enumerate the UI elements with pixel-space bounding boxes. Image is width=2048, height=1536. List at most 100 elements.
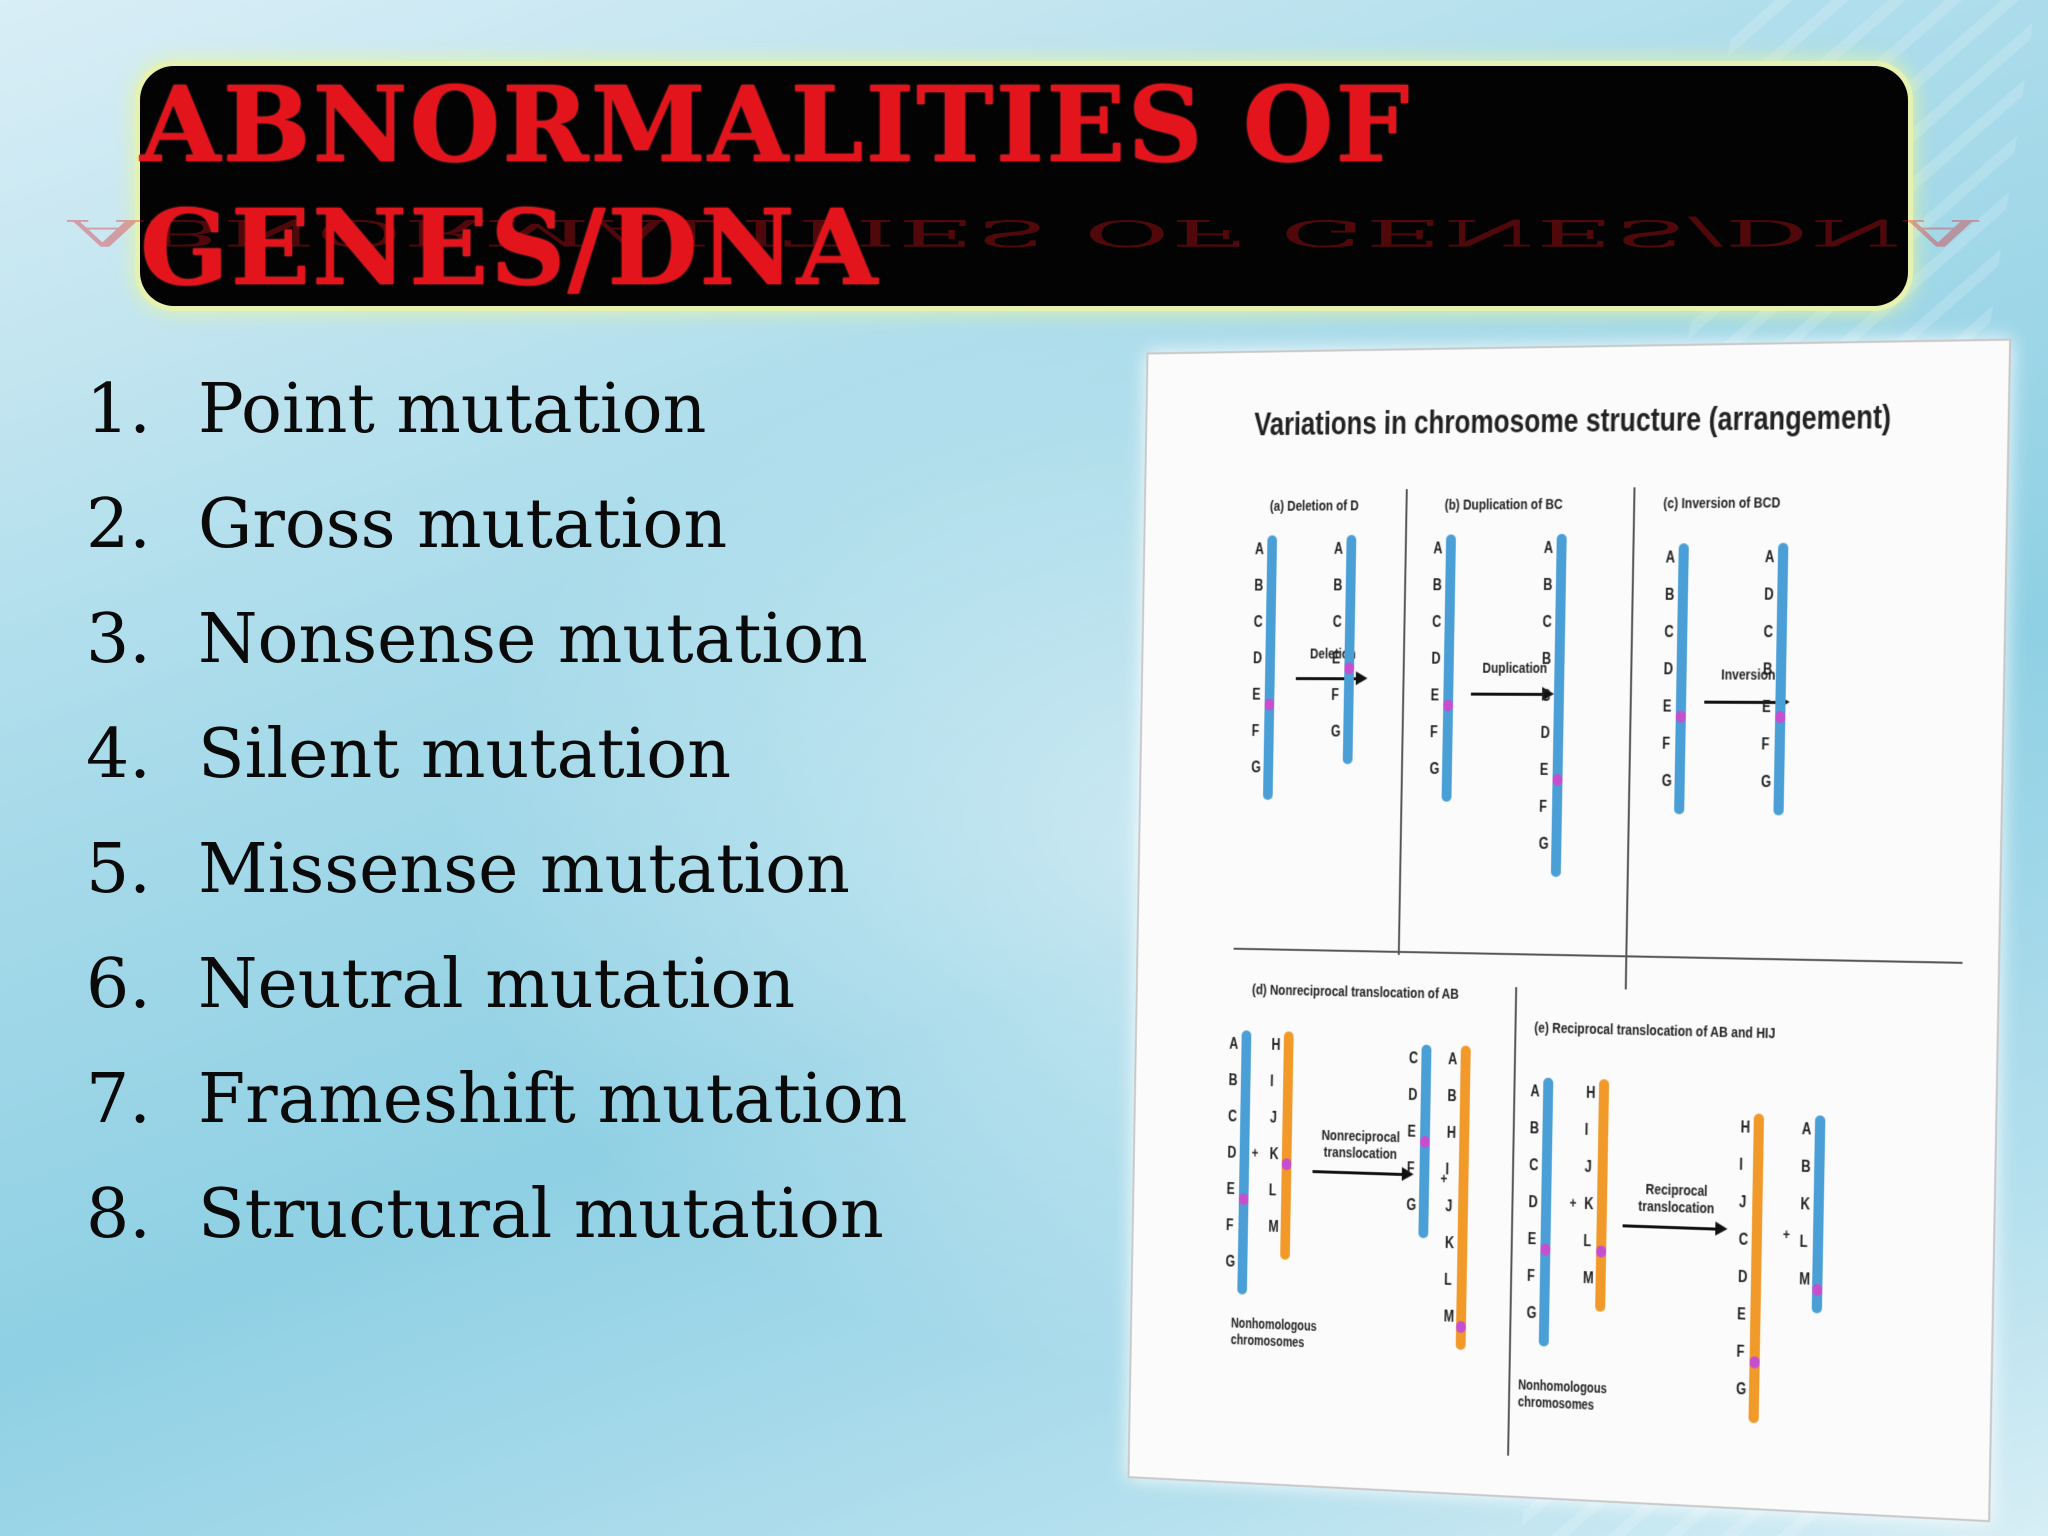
nonhomologous-note-d: Nonhomologous chromosomes — [1230, 1314, 1317, 1351]
figure-title: Variations in chromosome structure (arra… — [1253, 397, 1892, 444]
plus-sign: + — [1251, 1144, 1259, 1162]
gene-label: B — [1800, 1158, 1811, 1177]
gene-label: I — [1445, 1161, 1450, 1179]
mutation-list: 1. Point mutation 2. Gross mutation 3. Nons… — [86, 352, 907, 1272]
panel-divider — [1507, 987, 1518, 1456]
gene-label: C — [1253, 614, 1263, 631]
gene-label: E — [1407, 1123, 1417, 1141]
centromere — [1552, 773, 1563, 787]
gene-label: A — [1530, 1083, 1540, 1101]
gene-label: B — [1541, 650, 1552, 668]
gene-label: D — [1227, 1144, 1237, 1162]
gene-label: H — [1446, 1124, 1457, 1142]
panel-c-label: (c) Inversion of BCD — [1663, 494, 1781, 513]
list-item-label: Frameshift mutation — [198, 1060, 908, 1139]
gene-label: G — [1538, 835, 1549, 853]
gene-label: B — [1762, 661, 1773, 679]
arrow-icon — [1622, 1224, 1724, 1231]
list-item: 6. Neutral mutation — [86, 927, 907, 1042]
gene-label: A — [1254, 541, 1264, 559]
chromosome — [1748, 1113, 1765, 1424]
gene-label: F — [1225, 1217, 1234, 1235]
gene-label: C — [1408, 1050, 1419, 1068]
list-item-label: Gross mutation — [198, 485, 728, 564]
gene-label: G — [1760, 773, 1772, 792]
gene-label: F — [1538, 798, 1548, 816]
gene-label: D — [1764, 586, 1774, 604]
arrow-icon — [1470, 692, 1551, 696]
gene-label: F — [1331, 687, 1339, 704]
gene-label: E — [1527, 1230, 1537, 1249]
gene-label: H — [1271, 1036, 1281, 1054]
list-item: 1. Point mutation — [86, 352, 907, 467]
gene-label: E — [1761, 698, 1771, 717]
centromere — [1775, 711, 1786, 724]
slide-title: ABNORMALITIES OF GENES/DNA — [140, 63, 1412, 309]
gene-label: C — [1541, 687, 1551, 705]
gene-label: K — [1269, 1146, 1279, 1164]
panel-divider — [1233, 947, 1963, 964]
centromere — [1455, 1320, 1467, 1334]
gene-label: L — [1268, 1182, 1277, 1200]
gene-label: D — [1540, 724, 1550, 742]
gene-label: G — [1661, 772, 1672, 791]
gene-label: A — [1543, 539, 1554, 557]
gene-label: L — [1799, 1233, 1808, 1252]
gene-label: E — [1226, 1181, 1235, 1198]
chromosome — [1811, 1115, 1826, 1314]
gene-label: I — [1269, 1073, 1274, 1091]
gene-label: D — [1737, 1268, 1748, 1287]
centromere — [1675, 710, 1686, 723]
gene-label: J — [1584, 1158, 1592, 1177]
gene-label: B — [1664, 586, 1675, 604]
chromosome — [1595, 1079, 1610, 1312]
list-item: 7. Frameshift mutation — [86, 1042, 907, 1157]
list-item: 2. Gross mutation — [86, 467, 907, 582]
gene-label: L — [1583, 1232, 1592, 1251]
chromosome — [1773, 542, 1789, 816]
panel-d-label: (d) Nonreciprocal translocation of AB — [1251, 981, 1459, 1003]
centromere — [1344, 662, 1355, 675]
chromosome — [1455, 1045, 1471, 1351]
chromosome — [1237, 1030, 1252, 1295]
gene-label: D — [1663, 661, 1674, 679]
chromosome — [1550, 533, 1567, 878]
list-item-label: Silent mutation — [198, 715, 732, 794]
gene-label: F — [1406, 1160, 1415, 1178]
centromere — [1540, 1243, 1551, 1256]
gene-label: H — [1740, 1119, 1751, 1137]
gene-label: E — [1737, 1306, 1747, 1324]
gene-label: C — [1227, 1108, 1237, 1126]
gene-label: K — [1444, 1234, 1455, 1253]
chromosome — [1418, 1044, 1432, 1239]
plus-sign: + — [1782, 1225, 1791, 1244]
gene-label: A — [1229, 1035, 1239, 1053]
centromere — [1238, 1193, 1249, 1206]
gene-label: A — [1801, 1121, 1812, 1139]
gene-label: A — [1764, 549, 1775, 567]
gene-label: G — [1251, 759, 1261, 777]
chromosome — [1674, 543, 1689, 815]
chromosome-structure-figure: Variations in chromosome structure (arra… — [1127, 338, 2012, 1523]
gene-label: F — [1662, 735, 1671, 753]
arrow-icon — [1312, 1170, 1410, 1177]
list-item-label: Nonsense mutation — [198, 600, 868, 679]
reciprocal-label: Reciprocal translocation — [1638, 1180, 1715, 1218]
gene-label: H — [1585, 1084, 1596, 1103]
chromosome — [1441, 534, 1456, 802]
gene-label: B — [1432, 577, 1442, 595]
gene-label: E — [1539, 761, 1549, 779]
gene-label: F — [1526, 1267, 1535, 1286]
panel-divider — [1624, 487, 1636, 990]
chromosome — [1262, 535, 1278, 800]
centromere — [1811, 1283, 1823, 1297]
centromere — [1443, 699, 1454, 712]
gene-label: J — [1269, 1109, 1277, 1127]
gene-label: B — [1447, 1088, 1457, 1106]
gene-label: G — [1526, 1304, 1537, 1323]
gene-label: J — [1445, 1198, 1453, 1216]
gene-label: E — [1331, 650, 1341, 668]
gene-label: B — [1529, 1120, 1540, 1138]
chromosome — [1342, 534, 1357, 765]
gene-label: B — [1228, 1072, 1238, 1090]
